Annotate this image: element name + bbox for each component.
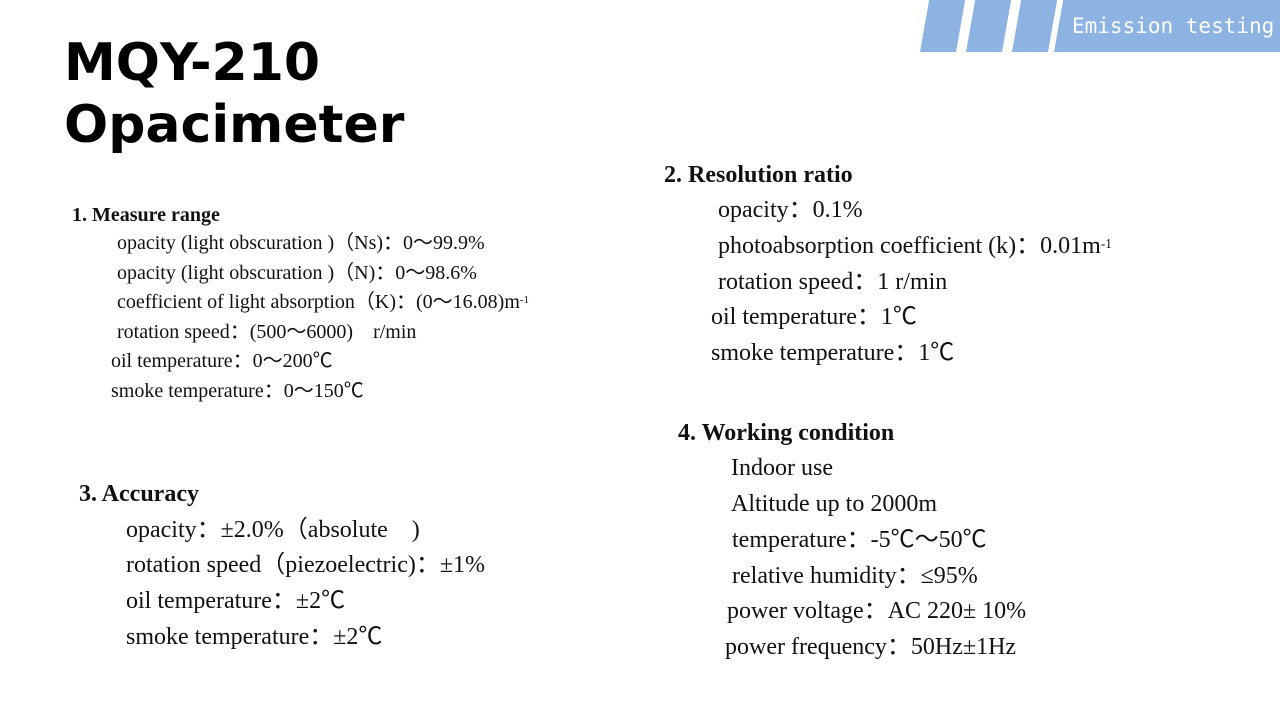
- item-text: photoabsorption coefficient (k)：0.01m: [718, 233, 1101, 259]
- banner-stripe: [966, 0, 1012, 52]
- list-item: opacity (light obscuration )（N)：0～98.6%: [117, 262, 477, 284]
- list-item: smoke temperature：0～150℃: [111, 380, 364, 402]
- list-item: photoabsorption coefficient (k)：0.01m-1: [718, 228, 1112, 264]
- item-text: coefficient of light absorption（K)：(0～16…: [117, 291, 520, 313]
- banner-stripe: [920, 0, 966, 52]
- list-item: smoke temperature：1℃: [711, 340, 955, 366]
- list-item: oil temperature：1℃: [711, 304, 917, 330]
- page-title: MQY-210 Opacimeter: [64, 32, 404, 156]
- working-condition-heading: 4. Working condition: [678, 420, 895, 446]
- list-item: opacity (light obscuration )（Ns)：0～99.9%: [117, 232, 485, 254]
- list-item: Indoor use: [731, 455, 833, 481]
- list-item: rotation speed（piezoelectric)：±1%: [126, 552, 486, 578]
- list-item: coefficient of light absorption（K)：(0～16…: [117, 288, 529, 318]
- list-item: oil temperature：±2℃: [126, 588, 346, 614]
- superscript: -1: [519, 294, 530, 306]
- list-item: oil temperature：0～200℃: [111, 350, 333, 372]
- list-item: opacity：0.1%: [718, 197, 863, 223]
- resolution-heading: 2. Resolution ratio: [664, 162, 853, 188]
- accuracy-heading: 3. Accuracy: [79, 481, 199, 507]
- title-product: Opacimeter: [64, 95, 405, 155]
- title-model: MQY-210: [64, 33, 321, 93]
- list-item: Altitude up to 2000m: [731, 491, 937, 517]
- section-tag: Emission testing: [1072, 14, 1275, 38]
- list-item: smoke temperature：±2℃: [126, 624, 383, 650]
- superscript: -1: [1100, 236, 1112, 251]
- list-item: opacity：±2.0%（absolute ): [126, 517, 420, 543]
- banner-stripe: [1012, 0, 1058, 52]
- list-item: power voltage：AC 220± 10%: [727, 598, 1027, 624]
- list-item: power frequency：50Hz±1Hz: [725, 634, 1017, 660]
- list-item: relative humidity：≤95%: [732, 563, 978, 589]
- list-item: rotation speed：(500～6000) r/min: [117, 321, 417, 343]
- list-item: rotation speed：1 r/min: [718, 269, 948, 295]
- list-item: temperature：-5℃～50℃: [732, 527, 987, 553]
- measure-range-heading: 1. Measure range: [72, 204, 220, 226]
